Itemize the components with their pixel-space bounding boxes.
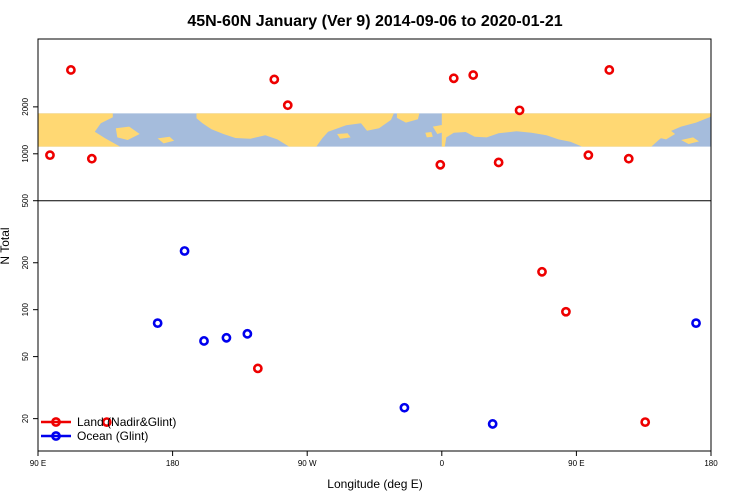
y-tick-label: 50 — [21, 352, 30, 361]
land-point — [583, 150, 594, 161]
x-tick-label: 0 — [440, 459, 445, 468]
land-point — [514, 105, 525, 116]
land-mass — [38, 113, 121, 147]
land-mass — [425, 132, 433, 138]
land-mass — [441, 113, 711, 147]
land-point — [604, 65, 615, 75]
x-tick-label: 90 E — [568, 459, 584, 468]
y-tick-label: 200 — [21, 256, 30, 270]
land-point — [86, 153, 97, 164]
land-mass — [337, 133, 351, 139]
y-tick-label: 2000 — [21, 97, 30, 115]
x-tick-label: 180 — [704, 459, 718, 468]
ocean-point — [199, 336, 209, 346]
y-tick-label: 1000 — [21, 144, 30, 162]
land-point — [448, 73, 459, 84]
x-tick-label: 90 W — [298, 459, 317, 468]
y-axis-label: N Total — [0, 227, 12, 264]
ocean-point — [179, 246, 190, 256]
plot-frame — [37, 38, 712, 452]
legend-label: Ocean (Glint) — [77, 429, 148, 443]
land-point — [640, 417, 651, 428]
y-tick-label: 20 — [21, 414, 30, 423]
y-axis: 20 50 100 200 500 1000 2000 — [21, 97, 38, 423]
land-mass — [396, 113, 420, 123]
land-point — [435, 159, 446, 170]
x-tick-label: 180 — [166, 459, 180, 468]
land-point — [537, 266, 547, 277]
data-points — [45, 65, 701, 429]
ocean-point — [691, 318, 701, 329]
land-point — [468, 70, 479, 80]
ocean-point — [152, 318, 163, 329]
land-point — [623, 153, 634, 164]
ocean-point — [242, 328, 253, 339]
x-axis-label: Longitude (deg E) — [327, 477, 422, 491]
land-mass — [115, 126, 140, 140]
legend-marker — [51, 417, 61, 427]
land-mass — [157, 136, 175, 144]
y-tick-label: 500 — [21, 194, 30, 208]
land-point — [101, 417, 112, 428]
chart-title: 45N-60N January (Ver 9) 2014-09-06 to 20… — [187, 13, 562, 30]
land-point — [493, 157, 504, 168]
x-tick-label: 90 E — [30, 459, 46, 468]
land-point — [561, 306, 571, 317]
y-tick-label: 100 — [21, 302, 30, 316]
land-mass — [657, 128, 676, 140]
legend: Land (Nadir&Glint)Ocean (Glint) — [41, 415, 176, 443]
land-mass — [681, 137, 699, 144]
land-point — [282, 100, 293, 111]
legend-marker — [51, 431, 61, 441]
land-point — [45, 150, 55, 161]
ocean-point — [221, 332, 232, 343]
ocean-point — [487, 419, 498, 429]
land-point — [252, 363, 263, 374]
legend-label: Land (Nadir&Glint) — [77, 415, 176, 429]
land-point — [269, 74, 280, 85]
ocean-point — [399, 402, 410, 413]
world-map-band — [38, 113, 711, 147]
x-axis: 90 E 180 90 W 0 90 E 180 — [30, 451, 718, 468]
land-mass — [196, 113, 394, 147]
land-point — [66, 65, 76, 75]
